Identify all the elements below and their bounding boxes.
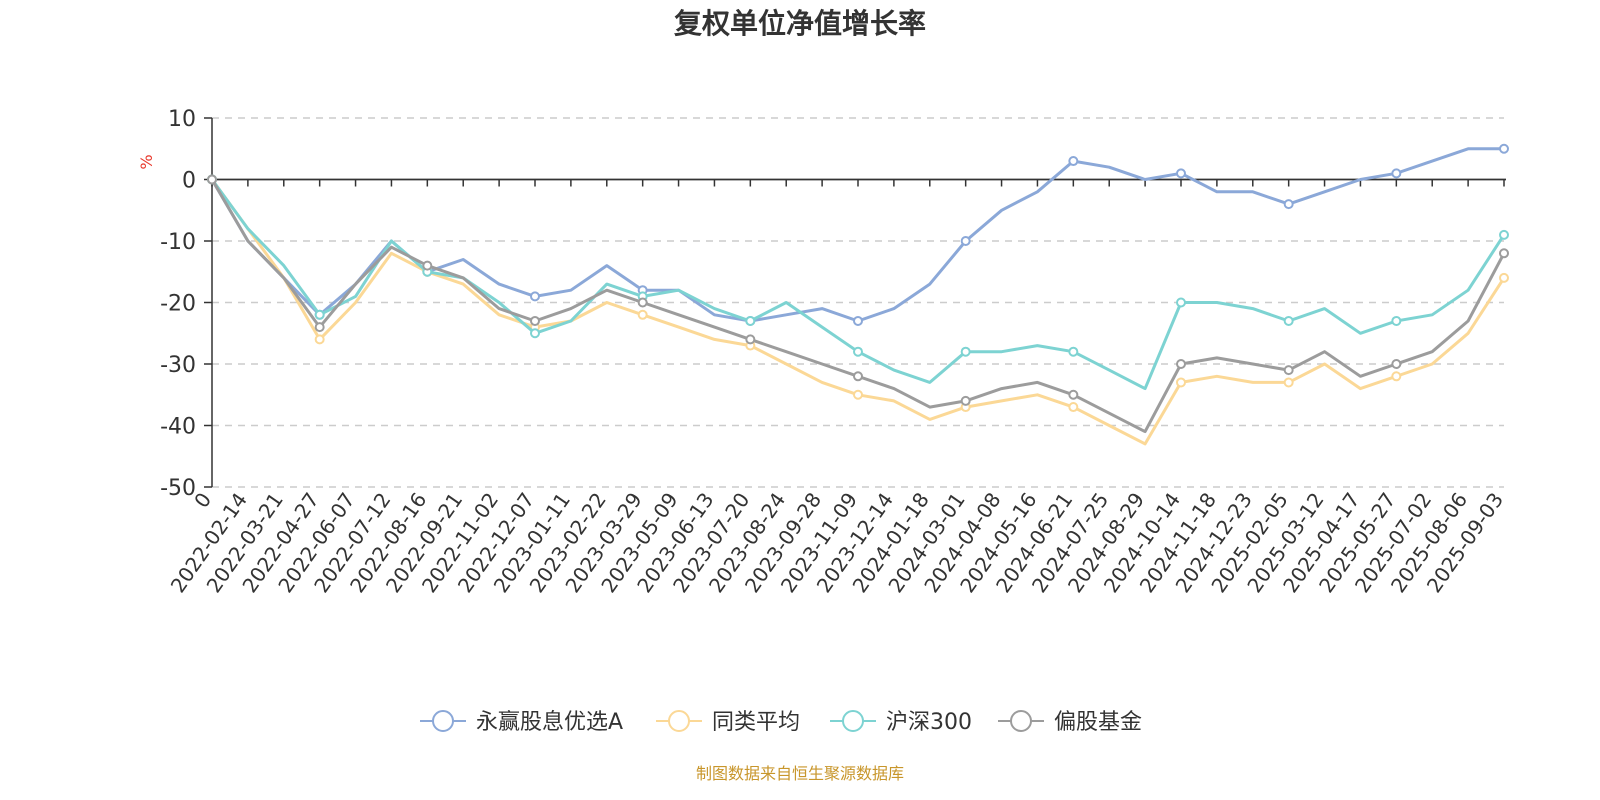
- data-point: [422, 260, 433, 271]
- data-point: [1499, 229, 1509, 240]
- data-point: [853, 346, 863, 357]
- y-tick-label: -10: [160, 230, 196, 255]
- data-point: [207, 174, 217, 185]
- legend-item[interactable]: 永赢股息优选A: [420, 710, 623, 735]
- data-point: [745, 334, 756, 345]
- axis-layer: 100-10-20-30-40-5002022-02-142022-03-212…: [160, 107, 1508, 597]
- legend[interactable]: 永赢股息优选A 同类平均 沪深300 偏股基金: [420, 710, 1142, 735]
- data-point: [314, 334, 325, 345]
- series-3: [207, 174, 1509, 434]
- legend-item[interactable]: 沪深300: [830, 710, 972, 735]
- data-point: [960, 236, 971, 246]
- data-point: [1499, 143, 1509, 154]
- data-point: [1283, 199, 1294, 210]
- data-point: [1176, 377, 1186, 388]
- series-0: [207, 143, 1509, 326]
- data-point: [1391, 315, 1402, 326]
- series-1: [207, 174, 1509, 446]
- x-tick-label: 0: [189, 488, 216, 512]
- data-point: [530, 315, 540, 326]
- data-point: [1176, 168, 1186, 179]
- data-point: [530, 328, 540, 339]
- legend-marker-icon: [842, 710, 864, 732]
- data-point: [637, 309, 648, 320]
- y-tick-label: -40: [160, 415, 196, 440]
- data-point: [1068, 389, 1079, 400]
- y-tick-label: 0: [182, 169, 196, 194]
- data-point: [1391, 168, 1402, 179]
- series-layer: [207, 143, 1509, 446]
- legend-label: 永赢股息优选A: [476, 710, 623, 735]
- data-source-footer: 制图数据来自恒生聚源数据库: [696, 764, 904, 783]
- data-point: [960, 395, 971, 406]
- chart-title: 复权单位净值增长率: [674, 7, 926, 40]
- data-point: [314, 309, 325, 320]
- y-axis-label: %: [137, 154, 156, 169]
- series-2: [207, 174, 1509, 391]
- legend-label: 偏股基金: [1054, 710, 1142, 735]
- data-point: [853, 389, 863, 400]
- legend-marker-icon: [1010, 710, 1032, 732]
- legend-marker-icon: [668, 710, 690, 732]
- data-point: [1068, 346, 1079, 357]
- data-point: [1283, 377, 1294, 388]
- data-point: [637, 297, 648, 308]
- data-point: [1176, 359, 1186, 369]
- data-point: [1391, 371, 1402, 382]
- legend-item[interactable]: 偏股基金: [998, 710, 1142, 735]
- data-point: [1068, 156, 1079, 167]
- y-tick-label: -30: [160, 353, 196, 378]
- series-line: [210, 178, 1506, 446]
- data-point: [1283, 365, 1294, 376]
- data-point: [1499, 248, 1509, 259]
- data-point: [853, 371, 863, 382]
- grid-layer: [212, 117, 1504, 488]
- data-point: [853, 315, 863, 326]
- data-point: [1068, 402, 1079, 413]
- data-point: [314, 322, 325, 333]
- data-point: [530, 291, 540, 302]
- y-tick-label: -50: [160, 476, 196, 501]
- data-point: [960, 346, 971, 357]
- y-tick-label: 10: [168, 107, 196, 132]
- legend-label: 同类平均: [712, 710, 800, 735]
- series-line: [210, 147, 1504, 323]
- series-line: [210, 178, 1506, 391]
- data-point: [1283, 315, 1294, 326]
- legend-marker-icon: [432, 710, 454, 732]
- data-point: [1499, 272, 1509, 283]
- legend-item[interactable]: 同类平均: [656, 710, 800, 735]
- legend-label: 沪深300: [886, 710, 972, 735]
- y-tick-label: -20: [160, 292, 196, 317]
- data-point: [1391, 359, 1402, 369]
- data-point: [745, 315, 756, 326]
- data-point: [1176, 297, 1186, 308]
